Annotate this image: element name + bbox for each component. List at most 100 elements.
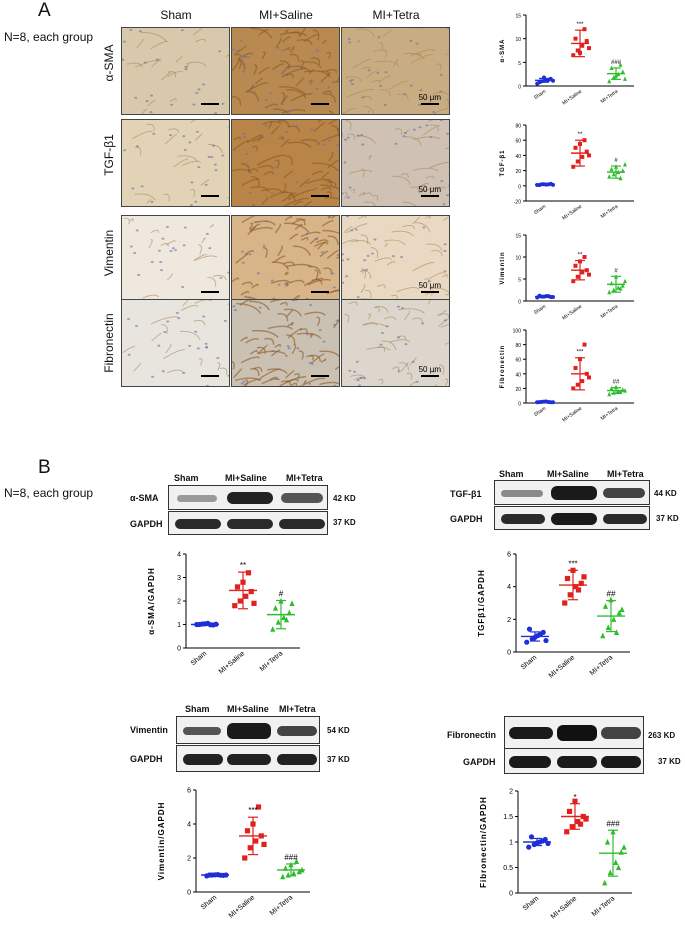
data-point xyxy=(616,609,622,616)
chart-b-tgfb1-gapdh: 0 2 4 6 TGFβ1/GAPDH Sham *** MI+Saline ## MI+Tetr… xyxy=(477,552,630,680)
histology-tile-sma-3: 50 μm xyxy=(341,27,450,115)
scale-bar xyxy=(201,375,219,377)
histology-tile-tgf1-1 xyxy=(121,119,230,207)
blot2-head-tetra: MI+Tetra xyxy=(607,469,644,479)
y-tick-label: 2 xyxy=(507,617,511,624)
data-point xyxy=(620,387,625,392)
data-point xyxy=(539,838,546,844)
data-point xyxy=(243,593,249,599)
scale-bar xyxy=(201,103,219,105)
data-point xyxy=(526,626,533,632)
data-point xyxy=(609,280,614,286)
histology-tile-sma-2 xyxy=(231,27,340,115)
data-point xyxy=(532,634,538,640)
histology-tile-tgf1-3: 50 μm xyxy=(341,119,450,207)
data-point xyxy=(575,382,580,387)
data-point xyxy=(281,614,287,621)
blot3-protein-kd: 54 KD xyxy=(327,726,350,735)
scale-bar xyxy=(421,195,439,197)
histology-tile-sma-1 xyxy=(121,27,230,115)
data-point xyxy=(618,849,624,855)
data-point xyxy=(251,600,257,606)
scale-bar xyxy=(421,375,439,377)
x-tick-label: MI+Tetra xyxy=(589,654,615,677)
data-point xyxy=(616,285,621,290)
significance-label: *** xyxy=(576,22,584,28)
blot3-head-tetra: MI+Tetra xyxy=(279,704,316,714)
data-point xyxy=(584,371,589,376)
data-point xyxy=(534,840,540,846)
data-point xyxy=(618,62,623,67)
x-tick-label: MI+Saline xyxy=(561,89,583,107)
data-point xyxy=(285,871,291,878)
data-point xyxy=(582,27,587,32)
data-point xyxy=(291,870,297,876)
data-point xyxy=(202,621,208,627)
data-point xyxy=(551,182,555,187)
blot4-control-band xyxy=(504,748,644,774)
blot2-protein-band xyxy=(494,480,650,505)
data-point xyxy=(293,858,300,864)
data-point xyxy=(578,142,582,146)
data-point xyxy=(545,840,551,847)
y-axis-label: TGF-β1 xyxy=(500,150,506,177)
data-point xyxy=(571,53,576,58)
y-tick-label: 80 xyxy=(515,343,521,349)
data-point xyxy=(609,166,614,172)
data-point xyxy=(288,861,294,868)
data-point xyxy=(587,375,591,380)
data-point xyxy=(223,872,229,878)
data-point xyxy=(577,821,584,827)
data-point xyxy=(546,182,551,187)
data-point xyxy=(607,78,612,84)
data-point xyxy=(584,268,589,273)
scale-bar xyxy=(311,195,329,197)
y-tick-label: 20 xyxy=(515,387,521,393)
x-tick-label: MI+Tetra xyxy=(600,406,620,422)
x-tick-label: MI+Saline xyxy=(550,895,579,921)
y-tick-label: 3 xyxy=(177,575,181,582)
data-point xyxy=(286,609,292,616)
scale-bar xyxy=(421,291,439,293)
data-point xyxy=(580,813,586,820)
blot3-control-kd: 37 KD xyxy=(327,755,350,764)
y-axis-label: Fibronectin xyxy=(500,345,506,389)
x-tick-label: Sham xyxy=(533,89,547,101)
y-tick-label: 10 xyxy=(515,37,521,43)
chart-a-vimentin: 0 5 10 15 Vimentin Sham ** MI+Saline # MI+Tetra xyxy=(500,234,634,321)
blot3-head-saline: MI+Saline xyxy=(227,704,269,714)
data-point xyxy=(575,274,580,279)
row-label-asma: α-SMA xyxy=(102,44,116,82)
data-point xyxy=(242,855,248,861)
significance-label: ### xyxy=(284,853,298,862)
x-tick-label: MI+Saline xyxy=(561,204,583,222)
x-tick-label: Sham xyxy=(522,895,541,912)
data-point xyxy=(614,274,618,279)
blot3-control: GAPDH xyxy=(130,754,163,764)
data-point xyxy=(551,400,555,405)
scale-bar xyxy=(311,291,329,293)
scale-bar xyxy=(421,103,439,105)
significance-label: ### xyxy=(606,819,620,828)
data-point xyxy=(620,69,625,74)
chart-b-asma-gapdh: 0 1 2 3 4 α-SMA/GAPDH Sham ** MI+Saline # MI+Tetra xyxy=(147,552,300,676)
data-point xyxy=(607,174,612,179)
y-tick-label: 60 xyxy=(515,358,521,364)
panel-a-letter: A xyxy=(38,0,51,21)
data-point xyxy=(613,859,619,865)
data-point xyxy=(206,872,213,878)
x-tick-label: MI+Saline xyxy=(228,894,257,920)
blot1-protein-band xyxy=(168,485,328,510)
x-tick-label: Sham xyxy=(200,894,219,911)
blot1-protein-kd: 42 KD xyxy=(333,494,356,503)
data-point xyxy=(613,629,620,635)
scale-bar-label: 50 μm xyxy=(418,281,441,290)
col-head-sham: Sham xyxy=(160,8,192,22)
data-point xyxy=(602,603,609,609)
data-point xyxy=(610,828,616,835)
data-point xyxy=(270,626,276,632)
y-tick-label: 2 xyxy=(177,599,181,606)
data-point xyxy=(275,619,281,625)
data-point xyxy=(237,598,243,604)
data-point xyxy=(623,278,627,284)
